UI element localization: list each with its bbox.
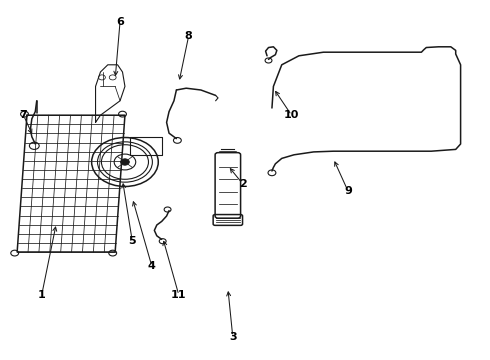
Text: 9: 9: [344, 186, 352, 196]
Text: 10: 10: [284, 110, 299, 120]
Text: 2: 2: [239, 179, 246, 189]
Text: 5: 5: [128, 236, 136, 246]
Text: 7: 7: [20, 110, 27, 120]
Text: 4: 4: [148, 261, 156, 271]
Text: 6: 6: [116, 17, 124, 27]
Text: 11: 11: [171, 290, 187, 300]
Text: 3: 3: [229, 332, 237, 342]
Text: 1: 1: [38, 290, 46, 300]
Text: 8: 8: [185, 31, 193, 41]
Circle shape: [121, 159, 129, 165]
